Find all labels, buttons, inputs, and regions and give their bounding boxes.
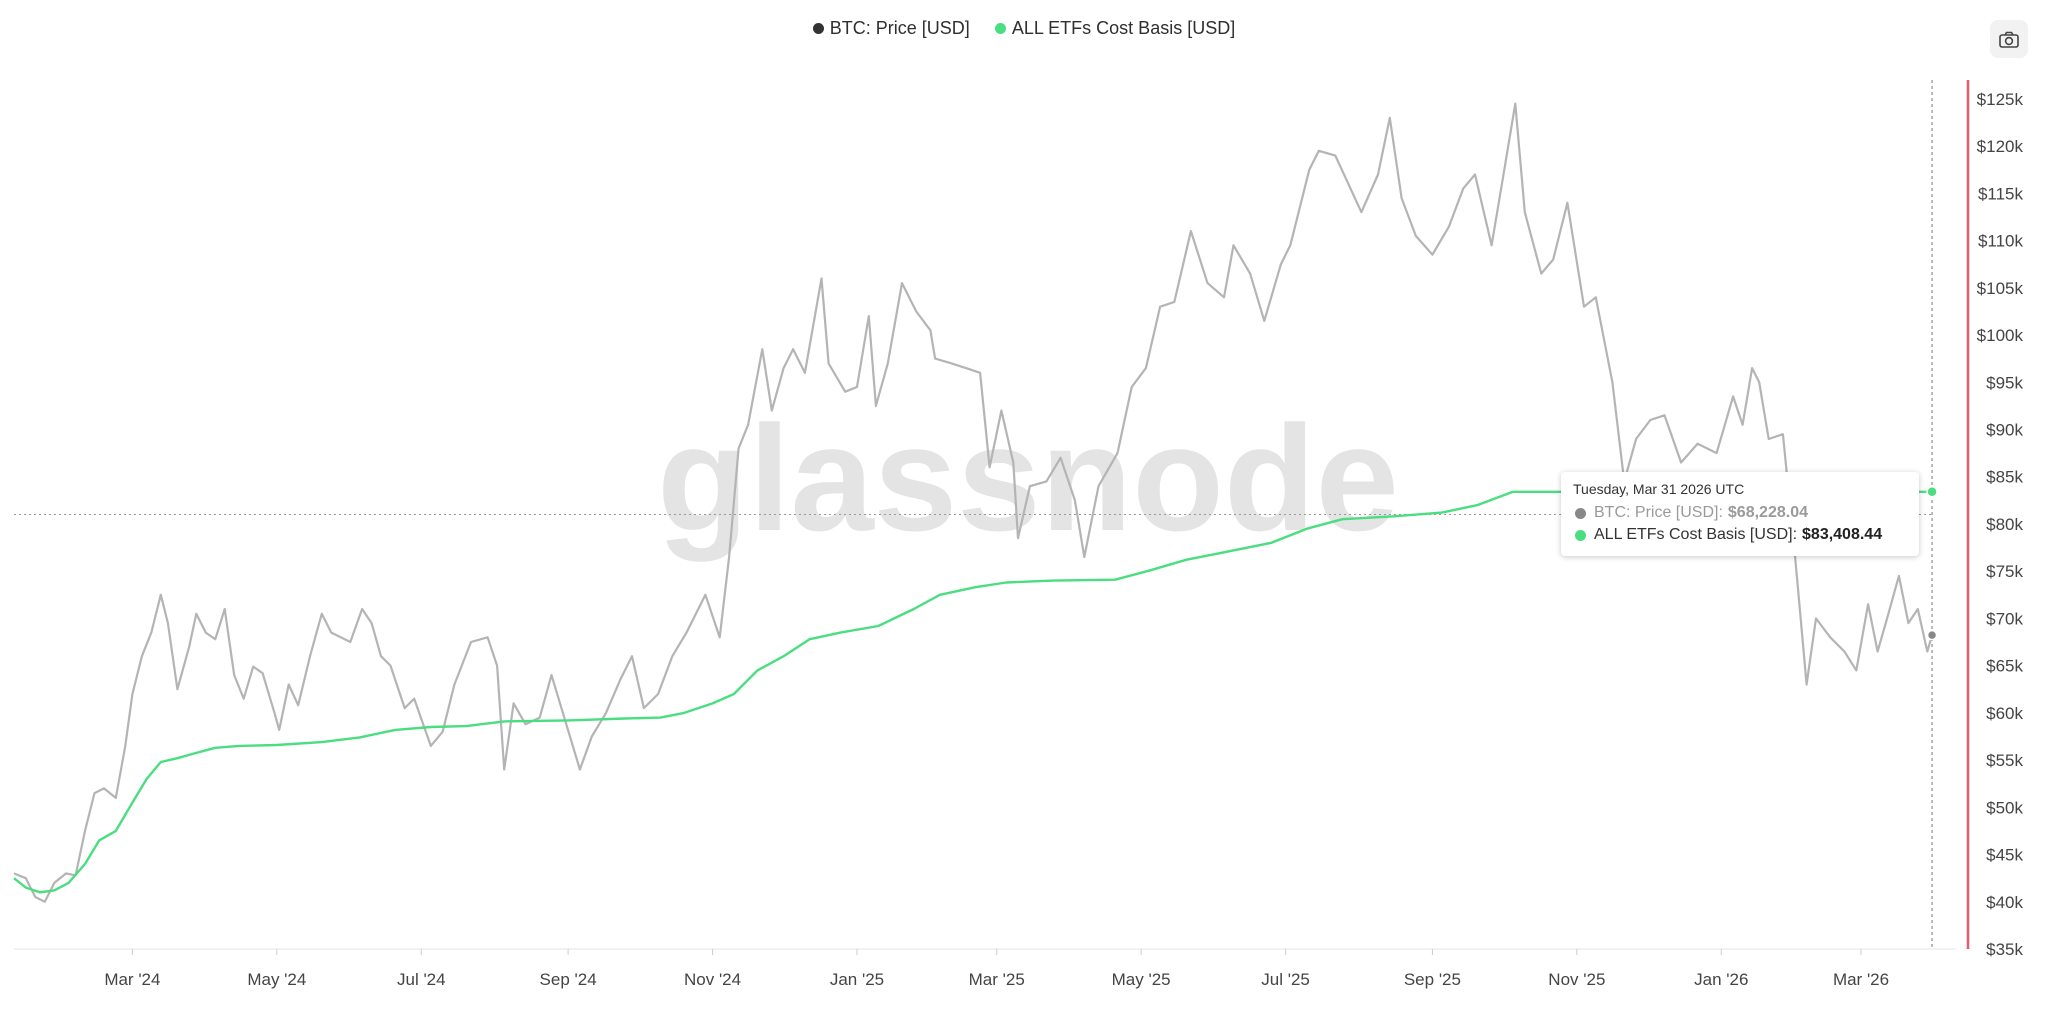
- x-tick-label: May '25: [1112, 970, 1171, 989]
- y-tick-label: $105k: [1977, 279, 2024, 298]
- y-tick-label: $40k: [1986, 893, 2023, 912]
- tooltip-value: $68,228.04: [1727, 504, 1808, 521]
- legend: BTC: Price [USD] ALL ETFs Cost Basis [US…: [0, 18, 2048, 39]
- hover-point-etf-cost-basis: [1926, 486, 1938, 498]
- tooltip-label: ALL ETFs Cost Basis [USD]:: [1594, 526, 1798, 543]
- y-tick-label: $85k: [1986, 468, 2023, 487]
- y-tick-label: $120k: [1977, 137, 2024, 156]
- crosshair-layer: [14, 80, 1970, 949]
- tooltip-label: BTC: Price [USD]:: [1594, 504, 1723, 521]
- y-tick-label: $95k: [1986, 373, 2023, 392]
- x-tick-label: Jan '25: [830, 970, 884, 989]
- x-tick-label: Mar '24: [104, 970, 160, 989]
- watermark-text: glassnode: [657, 394, 1399, 562]
- tooltip: Tuesday, Mar 31 2026 UTC BTC: Price [USD…: [1561, 472, 1919, 556]
- hover-point-btc-price: [1926, 629, 1938, 641]
- y-tick-label: $45k: [1986, 846, 2023, 865]
- x-tick-label: Jul '24: [397, 970, 446, 989]
- y-tick-label: $75k: [1986, 562, 2023, 581]
- y-tick-label: $60k: [1986, 704, 2023, 723]
- y-tick-label: $70k: [1986, 609, 2023, 628]
- y-tick-label: $50k: [1986, 798, 2023, 817]
- tooltip-date: Tuesday, Mar 31 2026 UTC: [1573, 481, 1745, 497]
- tooltip-row-etf-cost-basis: ALL ETFs Cost Basis [USD]: $83,408.44: [1573, 524, 1907, 546]
- y-tick-label: $90k: [1986, 420, 2023, 439]
- x-tick-label: Nov '24: [684, 970, 741, 989]
- y-tick-label: $110k: [1978, 232, 2024, 251]
- y-tick-label: $35k: [1986, 940, 2023, 959]
- legend-item-etf-cost-basis[interactable]: ALL ETFs Cost Basis [USD]: [994, 18, 1236, 39]
- series-line-btc-price: [13, 102, 1934, 903]
- tooltip-dot-icon: [1575, 507, 1586, 519]
- y-tick-label: $55k: [1986, 751, 2023, 770]
- tooltip-dot-icon: [1575, 529, 1586, 541]
- legend-label: BTC: Price [USD]: [829, 18, 970, 38]
- x-tick-label: May '24: [247, 970, 306, 989]
- legend-label: ALL ETFs Cost Basis [USD]: [1011, 18, 1236, 38]
- x-tick-label: Sep '24: [540, 970, 597, 989]
- legend-dot-icon: [994, 23, 1006, 34]
- x-tick-label: Mar '25: [969, 970, 1025, 989]
- y-tick-label: $100k: [1977, 326, 2024, 345]
- legend-dot-icon: [812, 23, 824, 34]
- y-tick-label: $115k: [1978, 184, 2024, 203]
- series-layer: [13, 102, 1934, 903]
- x-tick-label: Mar '26: [1833, 970, 1889, 989]
- y-tick-label: $65k: [1986, 657, 2023, 676]
- x-tick-label: Nov '25: [1548, 970, 1605, 989]
- y-tick-label: $80k: [1986, 515, 2023, 534]
- x-tick-label: Sep '25: [1404, 970, 1461, 989]
- watermark: glassnode: [657, 394, 1399, 562]
- camera-icon: [1999, 31, 2019, 48]
- axes-layer: Mar '24 May '24 Jul '24 Sep '24 Nov '24 Jan '…: [14, 90, 2023, 989]
- series-line-etf-cost-basis: [13, 490, 1933, 894]
- marker-layer: [1926, 486, 1938, 641]
- x-tick-label: Jul '25: [1261, 970, 1310, 989]
- tooltip-row-btc-price: BTC: Price [USD]: $68,228.04: [1573, 502, 1907, 524]
- y-tick-label: $125k: [1977, 90, 2024, 109]
- screenshot-button[interactable]: [1990, 20, 2028, 58]
- tooltip-value: $83,408.44: [1802, 526, 1883, 543]
- x-tick-label: Jan '26: [1694, 970, 1748, 989]
- legend-item-btc-price[interactable]: BTC: Price [USD]: [812, 18, 970, 39]
